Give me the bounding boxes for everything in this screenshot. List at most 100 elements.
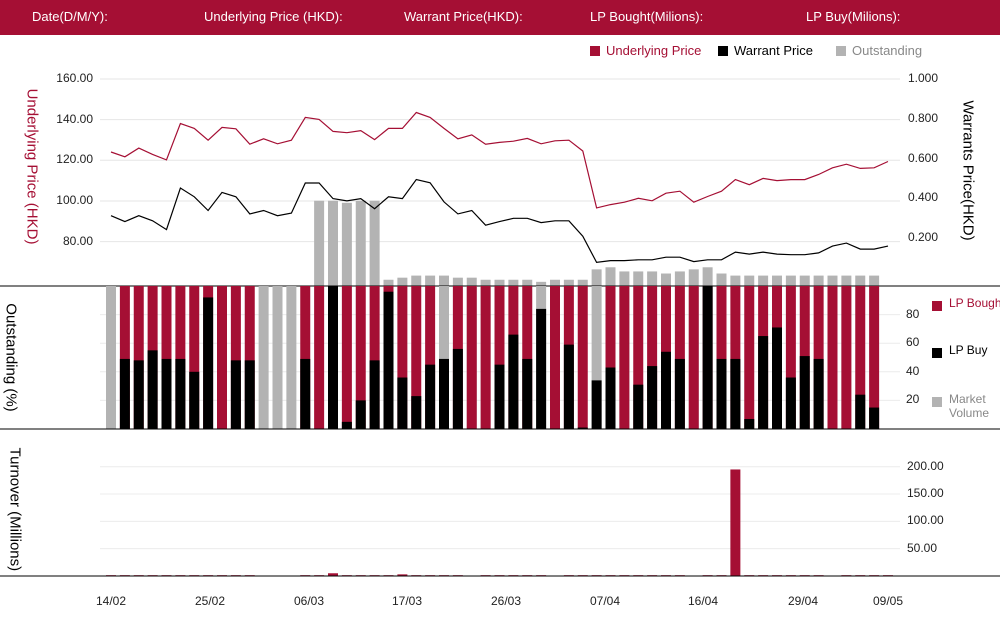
lp-bought-bar [619, 286, 630, 429]
lp-buy-bar [411, 396, 422, 429]
outstanding-top-bar [466, 277, 477, 286]
left-price-tick: 140.00 [56, 111, 93, 126]
outstanding-top-bar [758, 275, 769, 286]
lp-bought-label: LP Bought(Milions): [590, 9, 704, 24]
legend-lp-buy-text: LP Buy [949, 343, 988, 357]
outstanding-top-bar [425, 275, 436, 286]
market-volume-bar [286, 286, 297, 429]
lp-bought-bar [355, 286, 366, 429]
legend-outstanding-text: Outstanding [852, 43, 923, 58]
outstanding-top-bar [480, 279, 491, 286]
lp-bought-bar [411, 286, 422, 429]
lp-bought-bar [314, 286, 325, 429]
lp-buy-bar [439, 358, 449, 429]
market-volume-bar [258, 286, 269, 429]
outstanding-top-bar [536, 281, 547, 286]
lp-buy-bar [563, 344, 574, 429]
outstanding-top-bar [716, 273, 727, 286]
market-volume-bar [439, 286, 449, 429]
lp-bought-bar [688, 286, 699, 429]
legend-warrant[interactable]: Warrant Price [718, 43, 813, 58]
outstanding-top-bar [744, 275, 755, 286]
lp-bought-bar [189, 286, 200, 429]
outstanding-top-bar [439, 275, 449, 286]
legend-outstanding[interactable]: Outstanding [836, 43, 922, 58]
turnover-bar [397, 574, 408, 576]
outstanding-top-bar [591, 269, 602, 286]
left-price-tick: 160.00 [56, 71, 93, 85]
lp-buy-bar [203, 297, 214, 429]
outstanding-top-bar [341, 202, 352, 286]
lp-buy-bar [119, 358, 130, 429]
underlying-swatch [590, 46, 600, 56]
lp-buy-bar [397, 377, 408, 429]
lp-bought-bar [550, 286, 560, 429]
x-date-tick: 17/03 [391, 594, 423, 608]
underlying-price-label: Underlying Price (HKD): [204, 9, 343, 24]
market-volume-bar [591, 286, 602, 429]
lp-bought-bar [605, 286, 616, 429]
lp-bought-bar [730, 286, 741, 429]
lp-buy-bar [508, 334, 519, 429]
lp-bought-bar [647, 286, 658, 429]
lp-buy-bar [674, 358, 685, 429]
x-date-tick: 16/04 [687, 594, 719, 608]
outstanding-top-bar [452, 277, 463, 286]
lp-bought-bar [785, 286, 796, 429]
x-date-tick: 25/02 [194, 594, 226, 608]
outstanding-top-bar [369, 200, 380, 286]
outstanding-top-bar [328, 200, 338, 286]
left-price-tick: 80.00 [62, 233, 93, 248]
lp-bought-bar [744, 286, 755, 429]
lp-bought-bar [230, 286, 241, 429]
warrant-price-line [110, 178, 889, 264]
lp-buy-bar [758, 336, 769, 429]
lp-buy-label: LP Buy(Milions): [806, 9, 901, 24]
x-date-tick: 14/02 [95, 594, 127, 608]
lp-bought-bar [813, 286, 824, 429]
lp-buy-bar [661, 351, 671, 429]
lp-buy-bar [244, 360, 255, 429]
header-bar: Date(D/M/Y): Underlying Price (HKD): War… [0, 0, 1000, 35]
lp-buy-bar [369, 360, 380, 429]
lp-bought-bar [161, 286, 172, 429]
lp-buy-bar [536, 308, 547, 429]
lp-buy-bar [730, 358, 741, 429]
right-warrant-tick: 0.200 [908, 230, 939, 245]
outstanding-top-bar [522, 279, 533, 286]
outstanding-top-bar [785, 275, 796, 286]
lp-buy-bar [702, 286, 713, 429]
outstanding-top-bar [577, 279, 588, 286]
lp-bought-bar [397, 286, 408, 429]
lp-buy-bar [785, 377, 796, 429]
lp-bought-bar [827, 286, 838, 429]
lp-buy-bar [452, 348, 463, 429]
lp-bought-bar [855, 286, 866, 429]
outstanding-top-bar [355, 200, 366, 286]
lp-buy-bar [522, 358, 533, 429]
lp-buy-bar [300, 358, 311, 429]
right-warrant-tick: 0.400 [908, 190, 939, 205]
lp-bought-bar [522, 286, 533, 429]
market-volume-bar [272, 286, 283, 429]
outstanding-tick: 80 [906, 306, 920, 321]
legend-underlying[interactable]: Underlying Price [590, 43, 701, 58]
outstanding-top-bar [730, 275, 741, 286]
lp-buy-bar [605, 367, 616, 429]
right-warrant-tick: 1.000 [908, 71, 939, 85]
outstanding-tick: 40 [906, 363, 920, 378]
x-date-tick: 06/03 [293, 594, 325, 608]
outstanding-top-bar [647, 271, 658, 286]
outstanding-top-bar [508, 279, 519, 286]
lp-buy-bar [647, 366, 658, 429]
turnover-tick: 50.00 [907, 540, 938, 555]
outstanding-top-bar [841, 275, 852, 286]
outstanding-top-bar [674, 271, 685, 286]
lp-bought-bar [466, 286, 477, 429]
outstanding-top-bar [661, 273, 671, 286]
legend-warrant-text: Warrant Price [734, 43, 813, 58]
outstanding-top-bar [314, 200, 325, 286]
lp-buy-swatch [932, 348, 942, 358]
lp-buy-bar [494, 364, 505, 429]
